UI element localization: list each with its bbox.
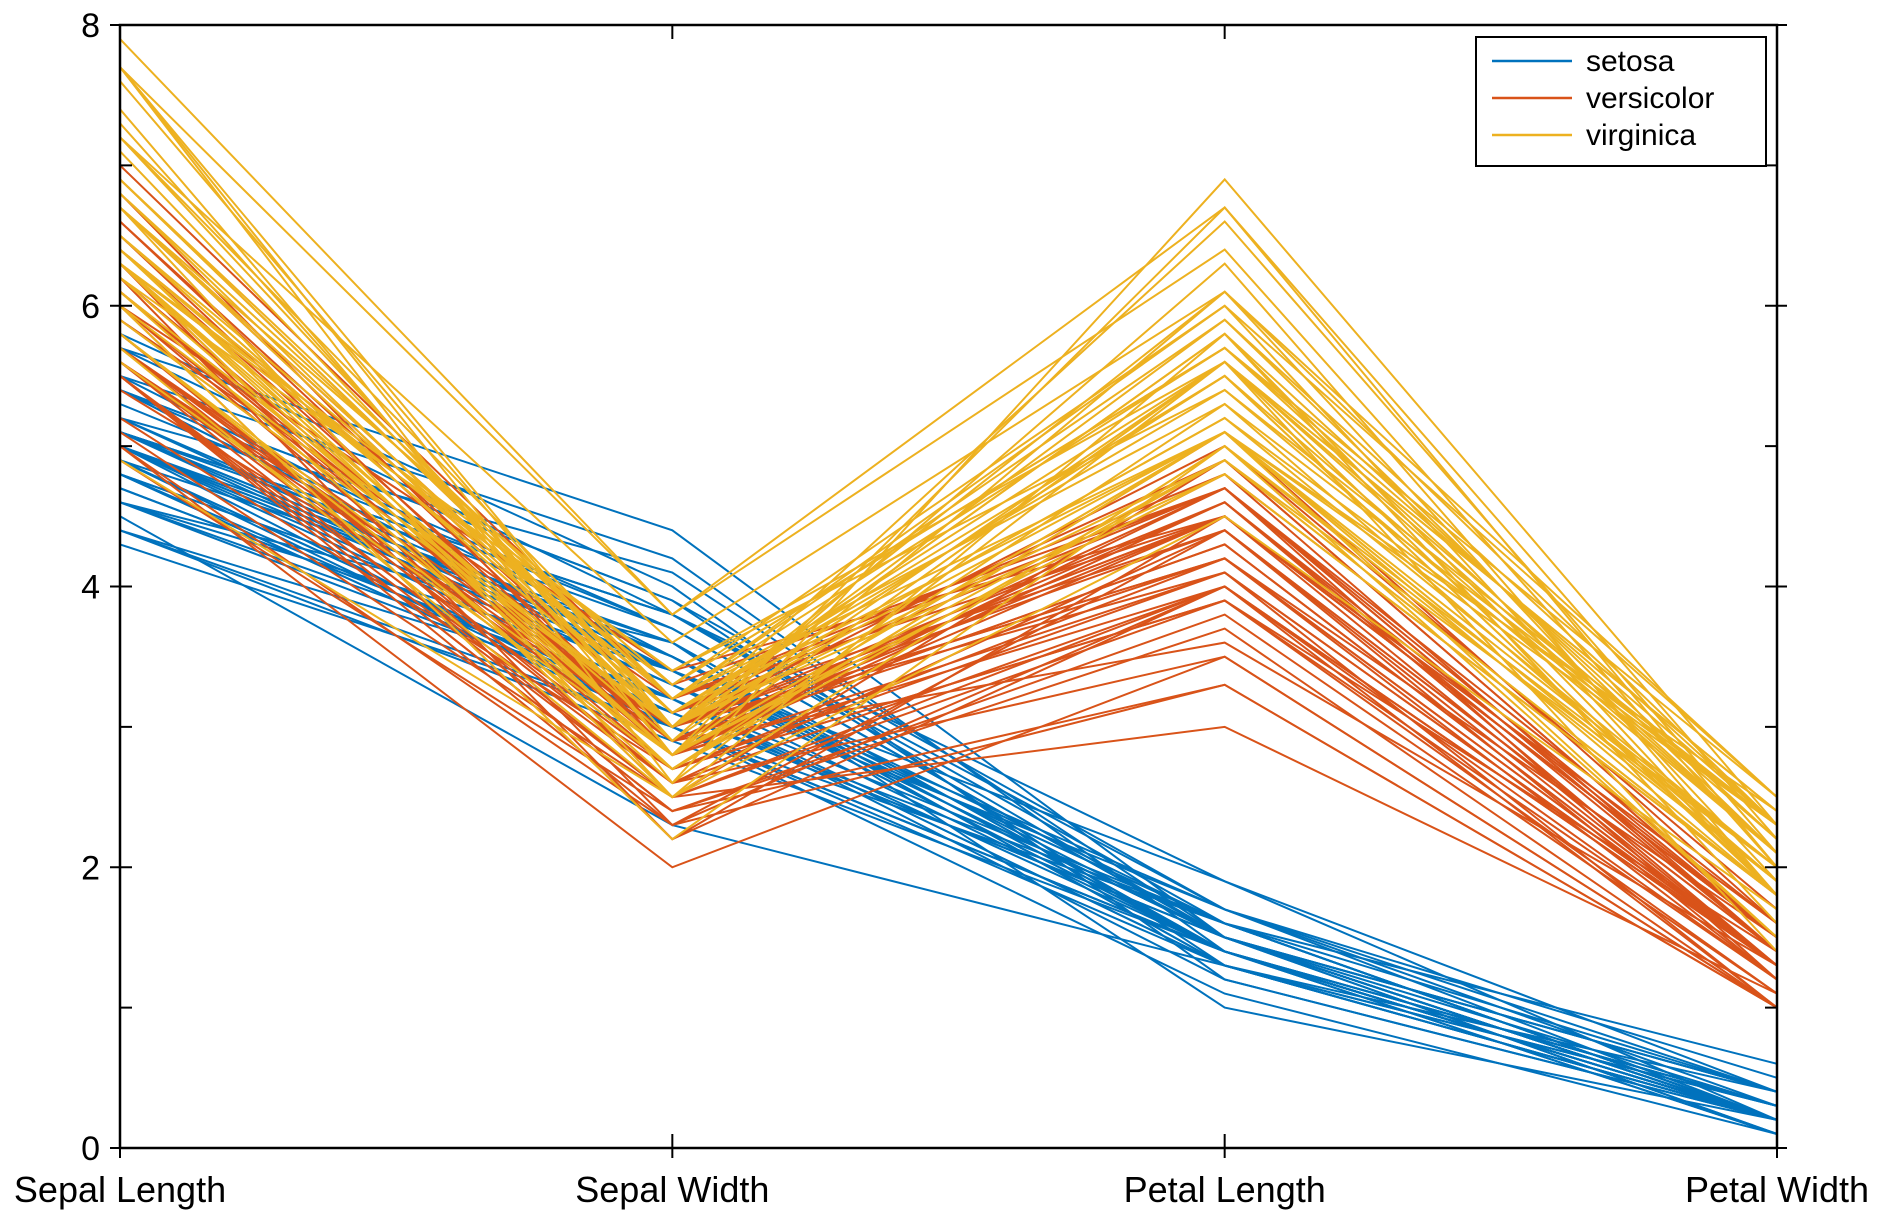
virginica-line-48: [119, 234, 1778, 869]
legend-label-virginica: virginica: [1586, 119, 1696, 152]
y-tick-label: 4: [81, 569, 100, 607]
category-label: Sepal Length: [14, 1169, 226, 1210]
virginica-line-33: [119, 248, 1778, 840]
versicolor-line-32: [119, 375, 1778, 1009]
virginica-line-50: [119, 318, 1778, 897]
virginica-line-45: [119, 206, 1778, 798]
axes-layer: Sepal Length Sepal Width Petal Length Petal…: [14, 7, 1869, 1210]
versicolor-line-40: [119, 375, 1778, 967]
virginica-line-41: [119, 206, 1778, 812]
legend-label-versicolor: versicolor: [1586, 82, 1714, 115]
virginica-line-23: [119, 66, 1778, 868]
y-tick-label: 8: [81, 7, 100, 45]
category-label: Petal Width: [1685, 1169, 1869, 1210]
series-virginica: [119, 38, 1778, 953]
versicolor-line-49: [119, 431, 1778, 995]
category-label: Sepal Width: [575, 1169, 769, 1210]
virginica-line-43: [119, 333, 1778, 883]
virginica-line-20: [119, 305, 1778, 939]
virginica-line-49: [119, 276, 1778, 826]
category-label: Petal Length: [1124, 1169, 1326, 1210]
versicolor-line-44: [119, 445, 1778, 1009]
legend-label-setosa: setosa: [1586, 45, 1675, 78]
legend-box: [1475, 36, 1767, 167]
virginica-line-18: [119, 66, 1778, 840]
series-lines-layer: [119, 38, 1778, 1135]
y-tick-label: 6: [81, 288, 100, 326]
y-tick-label: 0: [81, 1130, 100, 1168]
y-tick-label: 2: [81, 849, 100, 887]
virginica-line-10: [119, 136, 1778, 798]
legend: setosa versicolor virginica: [1475, 36, 1767, 167]
virginica-line-7: [119, 459, 1778, 911]
